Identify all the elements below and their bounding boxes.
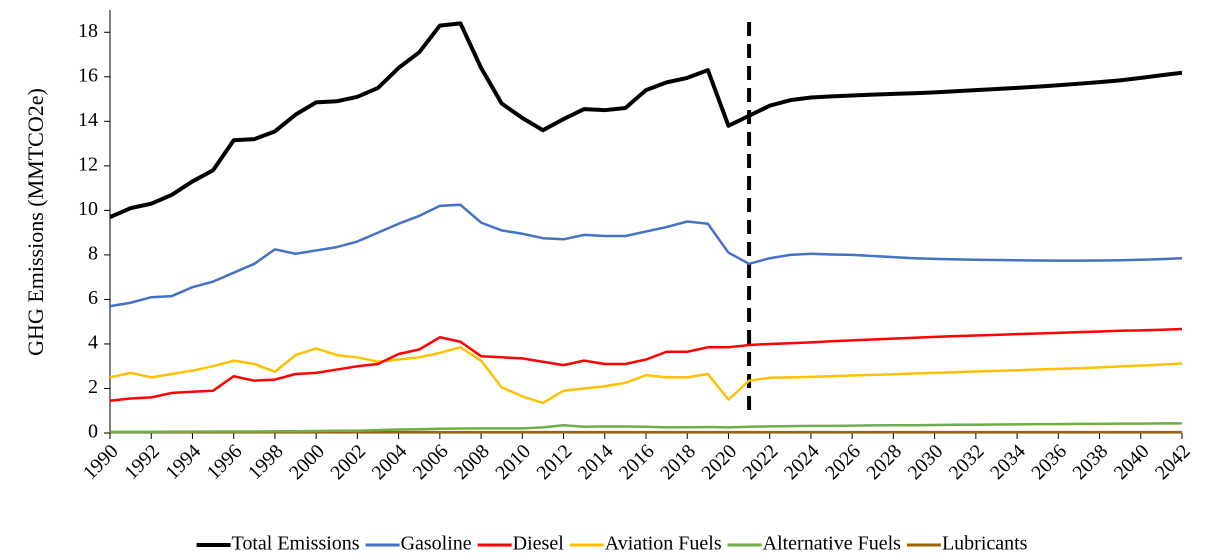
y-tick-label: 18 <box>78 20 98 42</box>
x-tick-label: 2006 <box>409 440 453 484</box>
y-tick-label: 6 <box>88 287 98 309</box>
x-tick-label: 1998 <box>244 440 288 484</box>
x-tick-label: 2016 <box>615 440 659 484</box>
x-tick-label: 2002 <box>326 440 370 484</box>
x-tick-label: 2000 <box>285 440 329 484</box>
y-tick-label: 12 <box>78 153 98 175</box>
y-axis-title: GHG Emissions (MMTCO2e) <box>23 88 48 356</box>
x-tick-label: 2042 <box>1151 440 1195 484</box>
x-tick-label: 2026 <box>821 440 865 484</box>
legend-label: Alternative Fuels <box>763 533 902 555</box>
y-tick-label: 2 <box>88 376 98 398</box>
series-line <box>109 21 1183 219</box>
y-tick-label: 16 <box>78 64 98 86</box>
x-tick-label: 2008 <box>450 440 494 484</box>
x-tick-label: 2036 <box>1027 440 1071 484</box>
x-tick-label: 2028 <box>862 440 906 484</box>
legend: Total Emissions Gasoline Diesel Aviation Fu… <box>196 533 1028 555</box>
x-tick-label: 2004 <box>368 440 412 484</box>
x-tick-label: 2022 <box>739 440 783 484</box>
x-tick-label: 2034 <box>986 440 1030 484</box>
legend-label: Lubricants <box>942 533 1028 555</box>
x-tick-label: 2010 <box>491 440 535 484</box>
y-tick-label: 10 <box>78 198 98 220</box>
series-line <box>110 422 1182 434</box>
legend-label: Gasoline <box>401 533 472 555</box>
x-tick-label: 2032 <box>945 440 989 484</box>
x-tick-label: 1990 <box>79 440 123 484</box>
x-tick-label: 2014 <box>574 440 618 484</box>
x-tick-label: 1992 <box>120 440 164 484</box>
y-tick-label: 14 <box>78 109 98 131</box>
x-tick-label: 2038 <box>1068 440 1112 484</box>
series-line <box>109 327 1183 402</box>
legend-label: Diesel <box>513 533 565 555</box>
y-tick-label: 0 <box>88 421 98 443</box>
y-tick-label: 4 <box>88 332 98 354</box>
series-line <box>109 346 1183 405</box>
x-tick-label: 1996 <box>203 440 247 484</box>
x-tick-label: 2020 <box>697 440 741 484</box>
series-line <box>109 203 1183 308</box>
x-tick-label: 2030 <box>904 440 948 484</box>
x-tick-label: 2040 <box>1110 440 1154 484</box>
x-tick-label: 1994 <box>161 440 205 484</box>
y-tick-label: 8 <box>88 242 98 264</box>
x-tick-label: 2018 <box>656 440 700 484</box>
legend-label: Total Emissions <box>232 533 360 555</box>
x-tick-label: 2024 <box>780 440 824 484</box>
legend-label: Aviation Fuels <box>605 533 722 555</box>
x-tick-label: 2012 <box>532 440 576 484</box>
